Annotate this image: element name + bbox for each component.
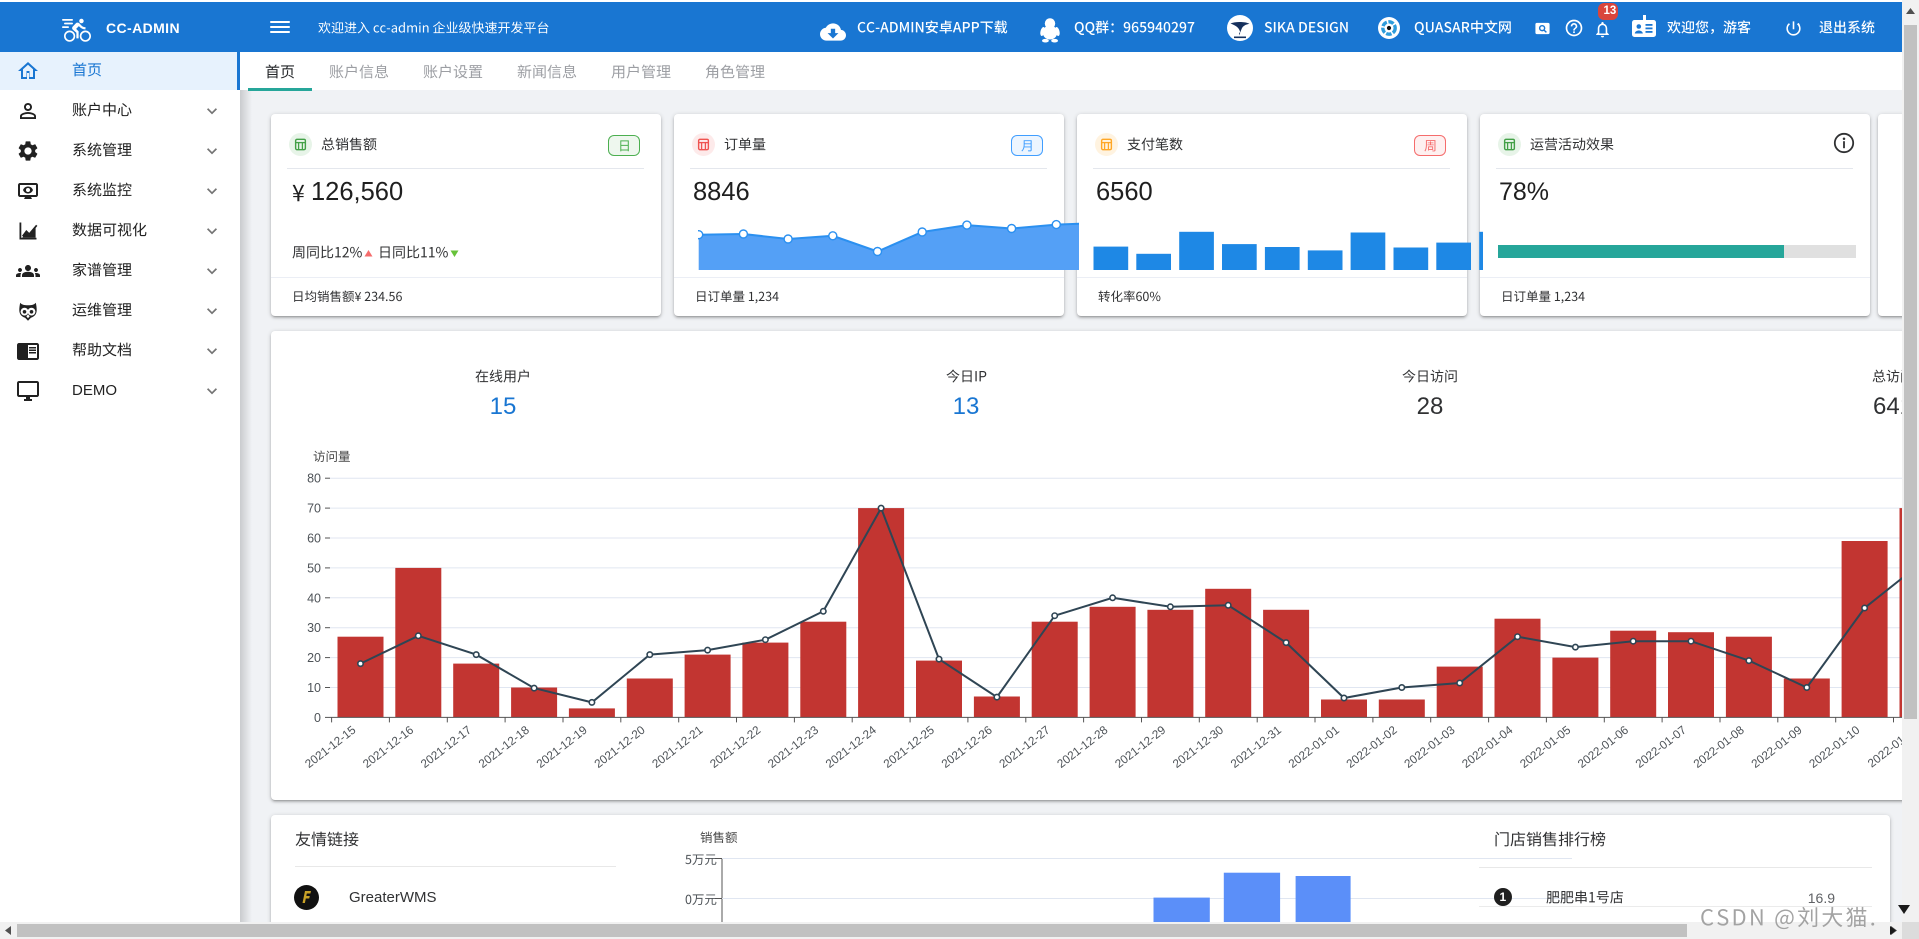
- svg-text:2022-01-07: 2022-01-07: [1633, 723, 1689, 771]
- svg-text:2021-12-15: 2021-12-15: [302, 722, 359, 770]
- svg-text:2022-01-10: 2022-01-10: [1806, 722, 1863, 770]
- svg-text:20: 20: [307, 651, 321, 665]
- svg-text:2022-01-08: 2022-01-08: [1691, 722, 1748, 770]
- svg-text:60: 60: [307, 532, 321, 546]
- svg-text:2022-01-04: 2022-01-04: [1459, 722, 1516, 770]
- svg-text:10: 10: [307, 681, 321, 695]
- svg-text:2021-12-30: 2021-12-30: [1170, 722, 1227, 770]
- svg-text:2021-12-18: 2021-12-18: [476, 722, 533, 770]
- svg-text:2022-01-05: 2022-01-05: [1517, 722, 1574, 770]
- svg-text:2022-01-01: 2022-01-01: [1286, 723, 1342, 771]
- svg-text:30: 30: [307, 621, 321, 635]
- svg-text:2021-12-28: 2021-12-28: [1054, 722, 1111, 770]
- svg-text:2022-01-11: 2022-01-11: [1865, 723, 1902, 771]
- svg-text:2021-12-27: 2021-12-27: [996, 723, 1052, 771]
- svg-text:2021-12-19: 2021-12-19: [534, 723, 590, 771]
- svg-text:2021-12-21: 2021-12-21: [649, 723, 705, 771]
- svg-text:2022-01-03: 2022-01-03: [1401, 722, 1458, 770]
- svg-text:2021-12-20: 2021-12-20: [591, 722, 648, 770]
- svg-text:50: 50: [307, 561, 321, 575]
- svg-text:2021-12-29: 2021-12-29: [1112, 723, 1168, 771]
- svg-text:2021-12-31: 2021-12-31: [1228, 723, 1284, 771]
- svg-text:40: 40: [307, 591, 321, 605]
- svg-text:0: 0: [314, 711, 321, 725]
- svg-text:2021-12-16: 2021-12-16: [360, 722, 417, 770]
- svg-text:2022-01-02: 2022-01-02: [1343, 723, 1399, 771]
- svg-text:2021-12-23: 2021-12-23: [765, 722, 822, 770]
- svg-text:2021-12-22: 2021-12-22: [707, 723, 763, 771]
- svg-text:2022-01-06: 2022-01-06: [1575, 722, 1632, 770]
- svg-text:80: 80: [307, 472, 321, 486]
- svg-text:2021-12-17: 2021-12-17: [418, 723, 474, 771]
- svg-text:2021-12-25: 2021-12-25: [881, 722, 938, 770]
- svg-text:70: 70: [307, 502, 321, 516]
- svg-text:2021-12-24: 2021-12-24: [823, 722, 880, 770]
- svg-text:2021-12-26: 2021-12-26: [939, 722, 996, 770]
- svg-text:2022-01-09: 2022-01-09: [1748, 723, 1804, 771]
